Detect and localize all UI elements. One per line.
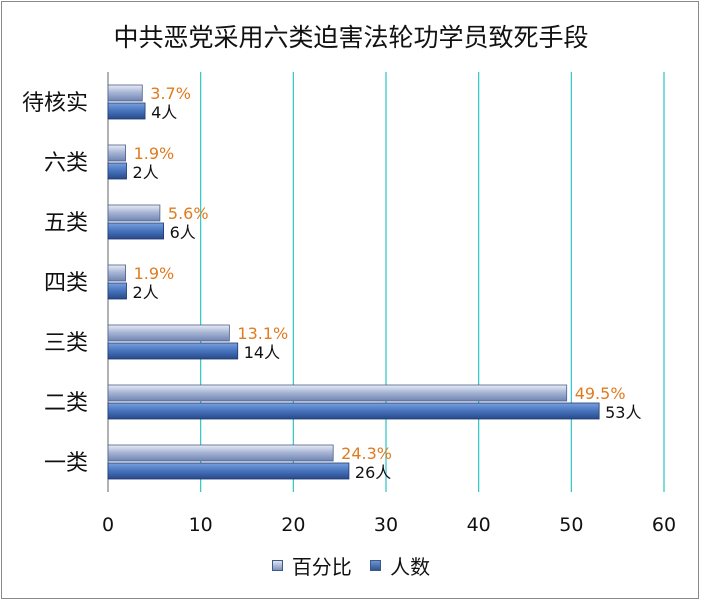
x-tick-label-10: 10 xyxy=(189,514,213,536)
bar-count-6 xyxy=(107,102,146,120)
category-label-2: 三类 xyxy=(44,331,88,356)
category-label-5: 六类 xyxy=(44,151,88,176)
data-label-percent-0: 24.3% xyxy=(341,444,392,463)
bar-count-3 xyxy=(107,282,127,300)
bar-percent-5 xyxy=(107,144,127,162)
data-label-percent-4: 5.6% xyxy=(168,204,209,223)
legend-item-percent: 百分比 xyxy=(271,551,352,580)
data-label-count-1: 53人 xyxy=(605,403,641,422)
x-tick-label-60: 60 xyxy=(652,514,676,536)
category-label-0: 一类 xyxy=(44,451,88,476)
bar-percent-2 xyxy=(107,324,230,342)
data-label-percent-3: 1.9% xyxy=(134,264,175,283)
x-tick-label-30: 30 xyxy=(374,514,398,536)
data-label-count-4: 6人 xyxy=(170,223,196,242)
x-tick-label-0: 0 xyxy=(102,514,114,536)
data-label-percent-6: 3.7% xyxy=(150,84,191,103)
x-tick-label-20: 20 xyxy=(281,514,305,536)
data-label-count-2: 14人 xyxy=(244,343,280,362)
data-label-percent-1: 49.5% xyxy=(575,384,626,403)
bar-percent-0 xyxy=(107,444,334,462)
data-label-count-5: 2人 xyxy=(133,163,159,182)
legend-label-percent: 百分比 xyxy=(291,555,352,579)
bar-count-0 xyxy=(107,462,350,480)
bar-percent-1 xyxy=(107,384,568,402)
bar-percent-6 xyxy=(107,84,143,102)
data-label-percent-2: 13.1% xyxy=(237,324,288,343)
data-label-count-0: 26人 xyxy=(355,463,391,482)
data-label-percent-5: 1.9% xyxy=(134,144,175,163)
bar-percent-4 xyxy=(107,204,161,222)
bar-count-4 xyxy=(107,222,164,240)
x-tick-label-40: 40 xyxy=(467,514,491,536)
bar-count-1 xyxy=(107,402,600,420)
chart-title: 中共恶党采用六类迫害法轮功学员致死手段 xyxy=(113,23,589,52)
legend-label-count: 人数 xyxy=(390,555,431,579)
data-label-count-3: 2人 xyxy=(133,283,159,302)
data-label-count-6: 4人 xyxy=(151,103,177,122)
legend: 百分比 人数 xyxy=(0,551,702,580)
bar-count-5 xyxy=(107,162,127,180)
legend-swatch-count xyxy=(370,560,382,571)
category-label-3: 四类 xyxy=(44,271,88,296)
legend-swatch-percent xyxy=(271,560,283,571)
category-label-1: 二类 xyxy=(44,391,88,416)
category-label-6: 待核实 xyxy=(22,91,88,116)
x-tick-label-50: 50 xyxy=(559,514,583,536)
bar-percent-3 xyxy=(107,264,127,282)
legend-item-count: 人数 xyxy=(370,551,430,580)
bar-count-2 xyxy=(107,342,239,360)
category-label-4: 五类 xyxy=(44,211,88,236)
